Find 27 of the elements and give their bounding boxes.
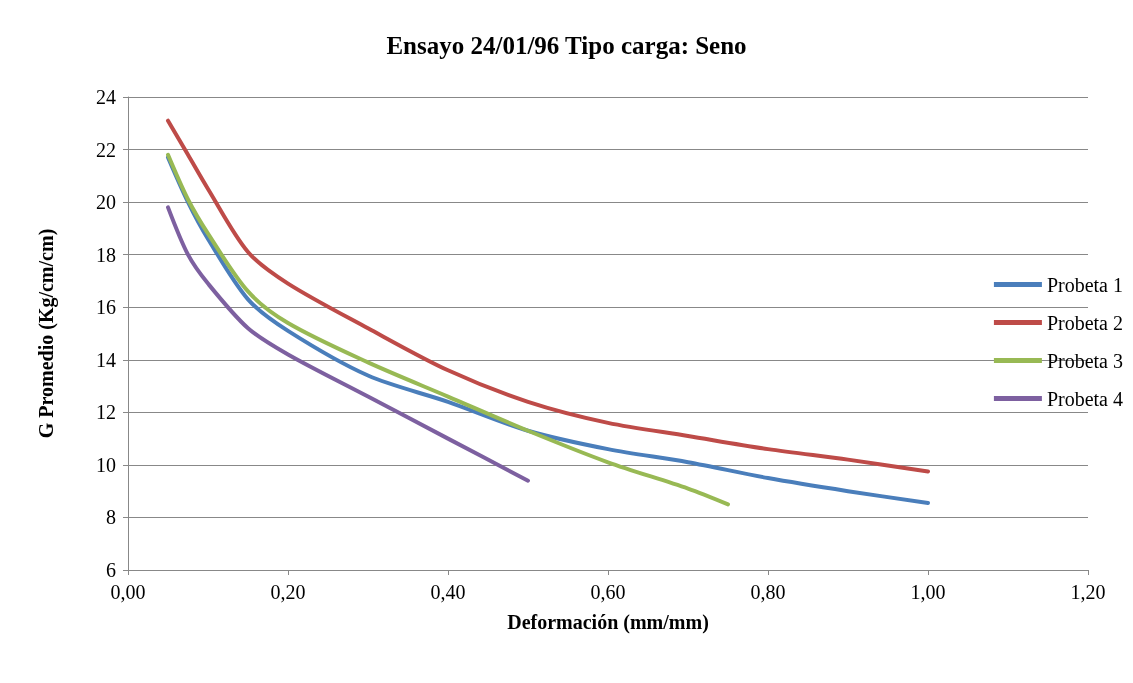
x-tick-label: 0,00 — [110, 581, 146, 603]
line-series — [166, 118, 930, 474]
x-tick-label: 1,20 — [1070, 581, 1106, 603]
legend-label: Probeta 1 — [1046, 273, 1123, 296]
x-tick-label: 1,00 — [910, 581, 946, 603]
legend-label: Probeta 4 — [1046, 387, 1123, 410]
y-tick-label: 12 — [96, 401, 116, 424]
line-series — [166, 205, 530, 483]
y-tick-label: 20 — [96, 191, 116, 214]
y-axis-title: G Promedio (Kg/cm/cm) — [35, 228, 58, 439]
y-tick-label: 16 — [96, 296, 116, 319]
y-tick-label: 22 — [96, 138, 116, 161]
y-tick-label: 6 — [106, 559, 116, 581]
y-tick-label: 24 — [96, 86, 116, 108]
legend-label: Probeta 3 — [1046, 349, 1123, 372]
x-tick-label: 0,60 — [590, 581, 626, 603]
chart-title: Ensayo 24/01/96 Tipo carga: Seno — [386, 32, 747, 59]
x-axis-title: Deformación (mm/mm) — [507, 611, 709, 634]
x-tick-label: 0,80 — [750, 581, 786, 603]
y-tick-label: 8 — [106, 506, 116, 529]
legend-label: Probeta 2 — [1046, 311, 1123, 334]
line-series — [166, 152, 730, 507]
y-tick-label: 18 — [96, 243, 116, 266]
y-tick-label: 14 — [96, 348, 116, 371]
x-tick-label: 0,20 — [270, 581, 306, 603]
y-tick-label: 10 — [96, 453, 116, 476]
x-tick-label: 0,40 — [430, 581, 466, 603]
